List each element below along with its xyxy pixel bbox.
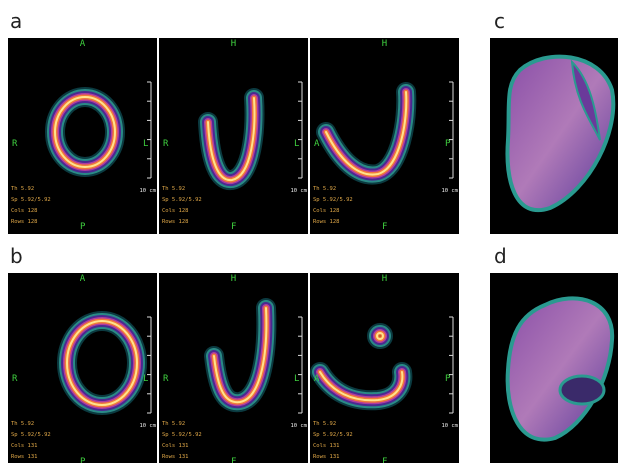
slice-view bbox=[8, 38, 157, 234]
acquisition-info: Th 5.92 bbox=[162, 421, 185, 427]
panel-label: b bbox=[10, 244, 23, 268]
orientation-label: H bbox=[382, 39, 387, 49]
acquisition-info: Rows 128 bbox=[162, 219, 189, 225]
uptake bbox=[319, 371, 404, 402]
acquisition-info: Cols 131 bbox=[162, 443, 189, 449]
acquisition-info: Cols 131 bbox=[313, 443, 340, 449]
panels: a c A R L P Th 5.92 Sp 5.92/5.92 Cols 128 Rows 12… bbox=[8, 9, 618, 463]
orientation-label: A bbox=[80, 274, 86, 284]
panel-label: d bbox=[494, 244, 507, 268]
acquisition-info: Th 5.92 bbox=[11, 421, 34, 427]
acquisition-info: Rows 128 bbox=[313, 219, 340, 225]
orientation-label: R bbox=[163, 139, 169, 149]
orientation-label: L bbox=[143, 139, 148, 149]
panel-label: a bbox=[10, 9, 22, 33]
orientation-label: F bbox=[382, 457, 387, 463]
uptake bbox=[54, 96, 116, 168]
orientation-label: H bbox=[382, 274, 387, 284]
uptake bbox=[376, 332, 384, 340]
orientation-label: P bbox=[80, 457, 86, 463]
acquisition-info: Th 5.92 bbox=[11, 186, 34, 192]
scale-label: 10 cm bbox=[441, 188, 458, 194]
orientation-label: P bbox=[80, 222, 86, 232]
orientation-label: L bbox=[294, 139, 299, 149]
acquisition-info: Th 5.92 bbox=[162, 186, 185, 192]
orientation-label: P bbox=[445, 374, 451, 384]
scale-label: 10 cm bbox=[290, 188, 307, 194]
orientation-label: R bbox=[12, 374, 18, 384]
orientation-label: A bbox=[314, 374, 320, 384]
acquisition-info: Cols 128 bbox=[313, 208, 340, 214]
uptake bbox=[213, 307, 268, 404]
acquisition-info: Th 5.92 bbox=[313, 186, 336, 192]
orientation-label: P bbox=[445, 139, 451, 149]
acquisition-info: Cols 128 bbox=[11, 208, 38, 214]
uptake bbox=[207, 97, 256, 182]
heart-render bbox=[570, 59, 601, 141]
slice-view bbox=[159, 273, 308, 463]
acquisition-info: Rows 128 bbox=[11, 219, 38, 225]
uptake bbox=[66, 320, 138, 406]
orientation-label: H bbox=[231, 39, 236, 49]
orientation-label: F bbox=[382, 222, 387, 232]
acquisition-info: Th 5.92 bbox=[313, 421, 336, 427]
orientation-label: R bbox=[12, 139, 18, 149]
acquisition-info: Sp 5.92/5.92 bbox=[313, 432, 353, 438]
orientation-label: H bbox=[231, 274, 236, 284]
scale-label: 10 cm bbox=[139, 188, 156, 194]
scale-label: 10 cm bbox=[290, 423, 307, 429]
acquisition-info: Sp 5.92/5.92 bbox=[313, 197, 353, 203]
orientation-label: L bbox=[294, 374, 299, 384]
scale-label: 10 cm bbox=[139, 423, 156, 429]
slice-view bbox=[159, 38, 308, 234]
orientation-label: F bbox=[231, 222, 236, 232]
orientation-label: L bbox=[143, 374, 148, 384]
scale-label: 10 cm bbox=[441, 423, 458, 429]
acquisition-info: Cols 131 bbox=[11, 443, 38, 449]
slice-view bbox=[310, 273, 459, 463]
acquisition-info: Rows 131 bbox=[162, 454, 189, 460]
orientation-label: F bbox=[231, 457, 236, 463]
acquisition-info: Sp 5.92/5.92 bbox=[162, 432, 202, 438]
heart-render bbox=[558, 374, 606, 406]
acquisition-info: Sp 5.92/5.92 bbox=[11, 197, 51, 203]
acquisition-info: Sp 5.92/5.92 bbox=[11, 432, 51, 438]
uptake bbox=[325, 91, 408, 176]
acquisition-info: Sp 5.92/5.92 bbox=[162, 197, 202, 203]
acquisition-info: Rows 131 bbox=[313, 454, 340, 460]
acquisition-info: Rows 131 bbox=[11, 454, 38, 460]
orientation-label: A bbox=[314, 139, 320, 149]
orientation-label: A bbox=[80, 39, 86, 49]
orientation-label: R bbox=[163, 374, 169, 384]
panel-label: c bbox=[494, 9, 505, 33]
acquisition-info: Cols 128 bbox=[162, 208, 189, 214]
